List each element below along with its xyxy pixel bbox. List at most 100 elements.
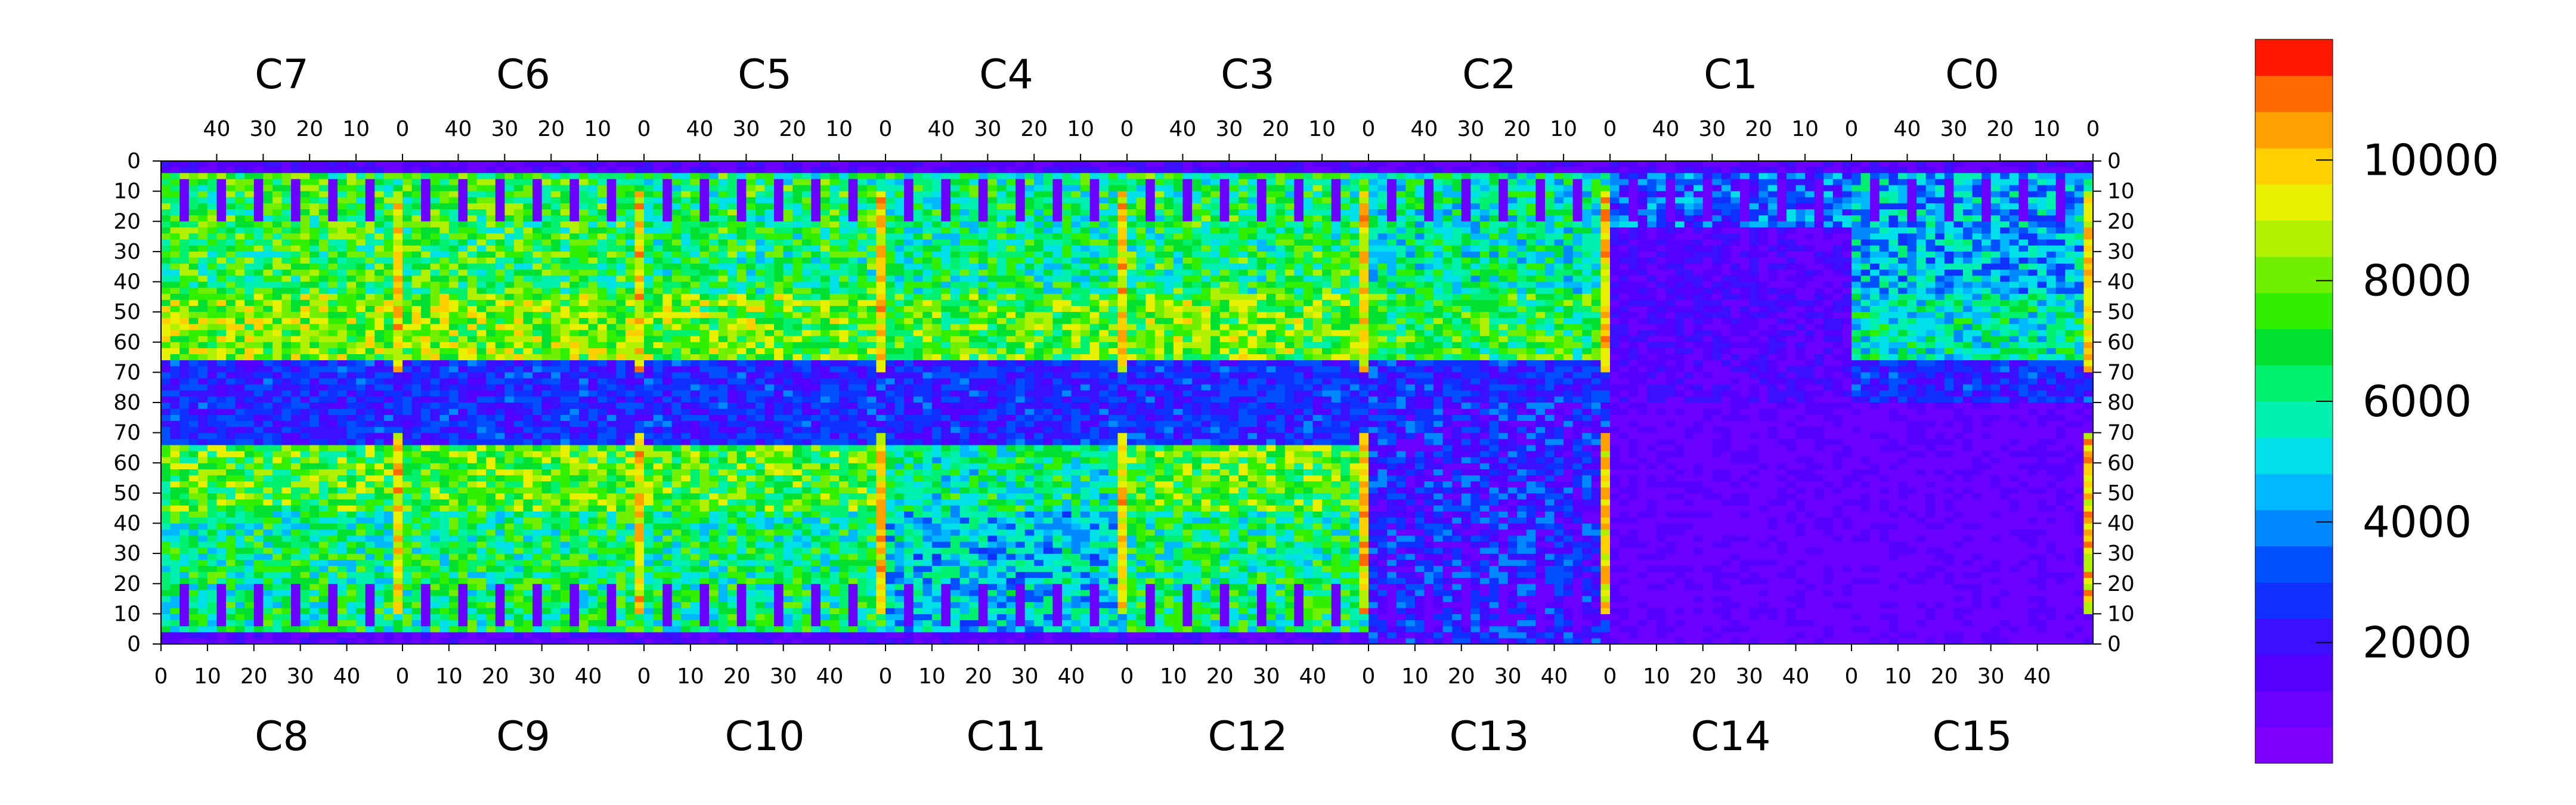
heatmap-cell	[253, 499, 264, 506]
heatmap-cell	[811, 185, 821, 192]
heatmap-cell	[263, 475, 273, 482]
heatmap-cell	[346, 203, 357, 210]
heatmap-cell	[495, 631, 505, 639]
heatmap-cell	[541, 523, 552, 530]
heatmap-cell	[300, 270, 310, 276]
heatmap-cell	[179, 245, 190, 252]
heatmap-cell	[291, 559, 301, 566]
heatmap-cell	[764, 233, 775, 240]
heatmap-cell	[328, 306, 338, 312]
heatmap-cell	[551, 444, 561, 451]
heatmap-cell	[532, 287, 543, 295]
heatmap-cell	[495, 348, 505, 355]
heatmap-cell	[216, 493, 227, 500]
heatmap-cell	[606, 203, 617, 210]
heatmap-cell	[448, 432, 459, 439]
heatmap-cell	[755, 161, 766, 168]
heatmap-cell	[411, 547, 422, 554]
heatmap-cell	[365, 293, 375, 301]
heatmap-cell	[337, 637, 348, 644]
heatmap-cell	[597, 511, 608, 518]
heatmap-cell	[235, 275, 245, 283]
heatmap-cell	[588, 390, 598, 397]
heatmap-cell	[616, 444, 626, 451]
heatmap-cell	[356, 535, 366, 542]
heatmap-cell	[448, 511, 459, 518]
heatmap-cell	[458, 299, 468, 306]
heatmap-cell	[774, 318, 784, 324]
heatmap-cell	[597, 275, 608, 283]
heatmap-cell	[421, 378, 431, 385]
heatmap-cell	[597, 602, 608, 608]
heatmap-cell	[365, 203, 375, 210]
heatmap-cell	[309, 529, 320, 536]
heatmap-cell	[421, 251, 431, 258]
heatmap-cell	[709, 203, 719, 210]
heatmap-cell	[253, 596, 264, 602]
heatmap-cell	[681, 342, 691, 349]
heatmap-cell	[421, 360, 431, 367]
heatmap-cell	[393, 336, 403, 343]
heatmap-cell	[300, 161, 310, 168]
heatmap-cell	[634, 336, 645, 343]
heatmap-cell	[541, 438, 552, 445]
heatmap-cell	[588, 620, 598, 627]
heatmap-cell	[179, 264, 190, 270]
heatmap-cell	[467, 287, 478, 295]
heatmap-cell	[346, 499, 357, 506]
heatmap-cell	[421, 215, 431, 222]
heatmap-cell	[486, 185, 496, 192]
heatmap-cell	[253, 420, 264, 428]
heatmap-cell	[188, 396, 199, 403]
heatmap-cell	[226, 523, 236, 530]
heatmap-cell	[346, 209, 357, 216]
heatmap-cell	[569, 420, 580, 428]
heatmap-cell	[625, 475, 636, 482]
heatmap-cell	[393, 444, 403, 451]
heatmap-cell	[291, 602, 301, 608]
heatmap-cell	[411, 161, 422, 168]
heatmap-cell	[523, 173, 533, 179]
heatmap-cell	[746, 209, 756, 216]
heatmap-cell	[188, 348, 199, 355]
heatmap-cell	[198, 191, 208, 198]
heatmap-cell	[476, 270, 487, 276]
heatmap-cell	[356, 517, 366, 524]
heatmap-cell	[625, 481, 636, 488]
heatmap-cell	[198, 233, 208, 240]
heatmap-cell	[578, 535, 589, 542]
heatmap-cell	[671, 173, 682, 179]
heatmap-cell	[523, 258, 533, 264]
heatmap-cell	[644, 227, 654, 234]
heatmap-cell	[458, 614, 468, 621]
heatmap-cell	[476, 197, 487, 204]
heatmap-cell	[634, 191, 645, 198]
heatmap-cell	[318, 390, 329, 397]
heatmap-cell	[560, 523, 570, 530]
heatmap-cell	[560, 245, 570, 252]
heatmap-cell	[216, 541, 227, 548]
heatmap-cell	[161, 620, 171, 627]
heatmap-cell	[495, 245, 505, 252]
heatmap-cell	[309, 589, 320, 596]
heatmap-cell	[365, 179, 375, 186]
heatmap-cell	[513, 505, 524, 512]
heatmap-cell	[792, 348, 803, 355]
heatmap-cell	[495, 626, 505, 633]
heatmap-cell	[606, 287, 617, 295]
heatmap-cell	[448, 161, 459, 168]
heatmap-cell	[829, 221, 840, 228]
heatmap-cell	[374, 631, 385, 639]
heatmap-cell	[606, 457, 617, 463]
heatmap-cell	[207, 179, 218, 186]
heatmap-cell	[495, 451, 505, 457]
heatmap-cell	[476, 191, 487, 198]
heatmap-cell	[560, 161, 570, 168]
heatmap-cell	[541, 366, 552, 373]
heatmap-cell	[244, 577, 255, 584]
heatmap-cell	[253, 463, 264, 469]
heatmap-cell	[597, 608, 608, 614]
heatmap-cell	[560, 215, 570, 222]
heatmap-cell	[179, 227, 190, 234]
heatmap-cell	[523, 475, 533, 482]
